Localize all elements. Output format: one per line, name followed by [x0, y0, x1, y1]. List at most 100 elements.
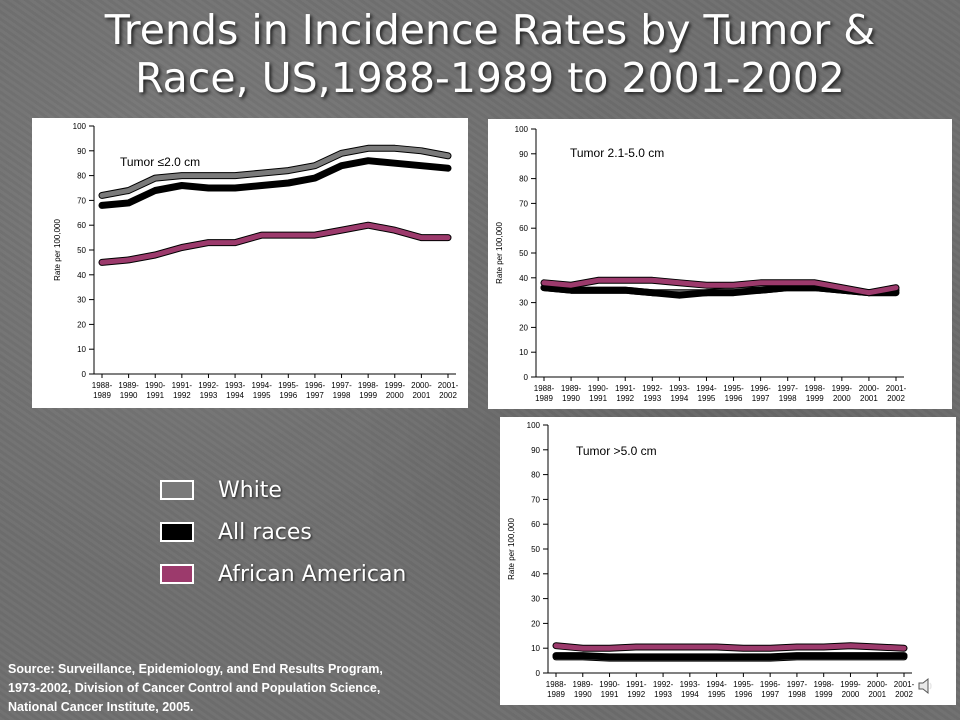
x-tick-label: 2001 — [412, 391, 430, 400]
x-tick-label: 1990 — [574, 690, 592, 699]
x-tick-label: 2002 — [439, 391, 457, 400]
x-tick-label: 1989- — [573, 680, 594, 689]
speaker-icon[interactable] — [916, 676, 936, 696]
x-tick-label: 1999 — [815, 690, 833, 699]
x-tick-label: 1992 — [616, 394, 634, 403]
x-tick-label: 1992- — [653, 680, 674, 689]
x-tick-label: 2001- — [438, 381, 459, 390]
x-tick-label: 1997- — [787, 680, 808, 689]
x-tick-label: 1998 — [788, 690, 806, 699]
y-tick-label: 0 — [536, 669, 541, 678]
x-tick-label: 1995- — [278, 381, 299, 390]
x-tick-label: 1998 — [779, 394, 797, 403]
x-tick-label: 1991 — [146, 391, 164, 400]
source-line-1: Source: Surveillance, Epidemiology, and … — [8, 662, 383, 676]
x-tick-label: 2001- — [886, 384, 907, 393]
x-tick-label: 1990- — [145, 381, 166, 390]
x-tick-label: 1994 — [226, 391, 244, 400]
y-tick-label: 30 — [531, 595, 540, 604]
x-tick-label: 1996 — [725, 394, 743, 403]
x-tick-label: 1999- — [840, 680, 861, 689]
y-tick-label: 40 — [531, 570, 540, 579]
x-tick-label: 1993 — [654, 690, 672, 699]
y-tick-label: 70 — [531, 495, 540, 504]
y-tick-label: 10 — [77, 345, 86, 354]
x-tick-label: 2001 — [868, 690, 886, 699]
y-tick-label: 60 — [77, 221, 86, 230]
y-tick-label: 80 — [77, 172, 86, 181]
x-tick-label: 1995- — [723, 384, 744, 393]
x-tick-label: 1993 — [643, 394, 661, 403]
x-tick-label: 1991 — [589, 394, 607, 403]
x-tick-label: 1988- — [92, 381, 113, 390]
x-tick-label: 1994 — [670, 394, 688, 403]
source-line-3: National Cancer Institute, 2005. — [8, 700, 194, 714]
x-tick-label: 1996 — [279, 391, 297, 400]
x-tick-label: 1989 — [93, 391, 111, 400]
legend-swatch-all-races — [160, 522, 194, 542]
y-tick-label: 50 — [531, 545, 540, 554]
x-tick-label: 2002 — [887, 394, 905, 403]
series-line-african-american — [541, 277, 899, 296]
x-tick-label: 1989- — [561, 384, 582, 393]
x-tick-label: 1996- — [760, 680, 781, 689]
legend-label-white: White — [218, 478, 282, 503]
x-tick-label: 1997- — [777, 384, 798, 393]
y-tick-label: 50 — [77, 246, 86, 255]
slide-title: Trends in Incidence Rates by Tumor & Rac… — [0, 6, 960, 102]
y-tick-label: 20 — [77, 320, 86, 329]
x-tick-label: 1998- — [813, 680, 834, 689]
series-line-white — [99, 145, 451, 198]
x-tick-label: 1994- — [696, 384, 717, 393]
y-tick-label: 0 — [524, 373, 529, 382]
y-tick-label: 10 — [519, 348, 528, 357]
x-tick-label: 1993- — [680, 680, 701, 689]
y-tick-label: 30 — [77, 296, 86, 305]
y-tick-label: 80 — [531, 471, 540, 480]
x-tick-label: 1997 — [752, 394, 770, 403]
chart-annotation: Tumor ≤2.0 cm — [120, 155, 200, 169]
y-tick-label: 90 — [531, 446, 540, 455]
x-tick-label: 1993 — [200, 391, 218, 400]
x-tick-label: 1999- — [832, 384, 853, 393]
y-tick-label: 60 — [531, 520, 540, 529]
x-tick-label: 2001 — [860, 394, 878, 403]
y-tick-label: 90 — [519, 150, 528, 159]
chart-tumor-medium: 0 10 20 30 40 50 60 70 80 90 100 1988- 1989 1989- 1990… — [488, 119, 952, 409]
y-tick-label: 90 — [77, 147, 86, 156]
source-line-2: 1973-2002, Division of Cancer Control an… — [8, 681, 381, 695]
x-tick-label: 1997 — [306, 391, 324, 400]
x-tick-label: 2000- — [411, 381, 432, 390]
x-tick-label: 1991- — [626, 680, 647, 689]
x-tick-label: 1989 — [547, 690, 565, 699]
x-tick-label: 1997- — [331, 381, 352, 390]
source-citation: Source: Surveillance, Epidemiology, and … — [8, 660, 488, 717]
x-tick-label: 1990 — [562, 394, 580, 403]
y-tick-label: 50 — [519, 249, 528, 258]
x-tick-label: 1994- — [251, 381, 272, 390]
y-tick-label: 10 — [531, 644, 540, 653]
chart-tumor-large: 0 10 20 30 40 50 60 70 80 90 100 1988- 1989 1989- 1990… — [500, 417, 956, 705]
x-tick-label: 1998- — [805, 384, 826, 393]
x-tick-label: 1989 — [535, 394, 553, 403]
x-tick-label: 1993- — [669, 384, 690, 393]
x-tick-label: 1996- — [750, 384, 771, 393]
y-axis-label: Rate per 100,000 — [53, 219, 62, 281]
y-tick-label: 100 — [527, 421, 541, 430]
x-tick-label: 1991- — [172, 381, 193, 390]
x-tick-label: 1994 — [681, 690, 699, 699]
y-tick-label: 100 — [515, 125, 529, 134]
x-tick-label: 1996 — [734, 690, 752, 699]
x-tick-label: 1998 — [333, 391, 351, 400]
x-tick-label: 1999 — [806, 394, 824, 403]
x-tick-label: 1999 — [359, 391, 377, 400]
x-tick-label: 2002 — [895, 690, 913, 699]
legend-label-all-races: All races — [218, 520, 312, 545]
x-tick-label: 1991 — [601, 690, 619, 699]
slide-title-line-2: Race, US,1988-1989 to 2001-2002 — [135, 54, 845, 102]
x-tick-label: 1995 — [253, 391, 271, 400]
legend-swatch-white — [160, 480, 194, 500]
x-tick-label: 1990- — [588, 384, 609, 393]
x-tick-label: 2000 — [833, 394, 851, 403]
legend-label-african-american: African American — [218, 562, 407, 587]
